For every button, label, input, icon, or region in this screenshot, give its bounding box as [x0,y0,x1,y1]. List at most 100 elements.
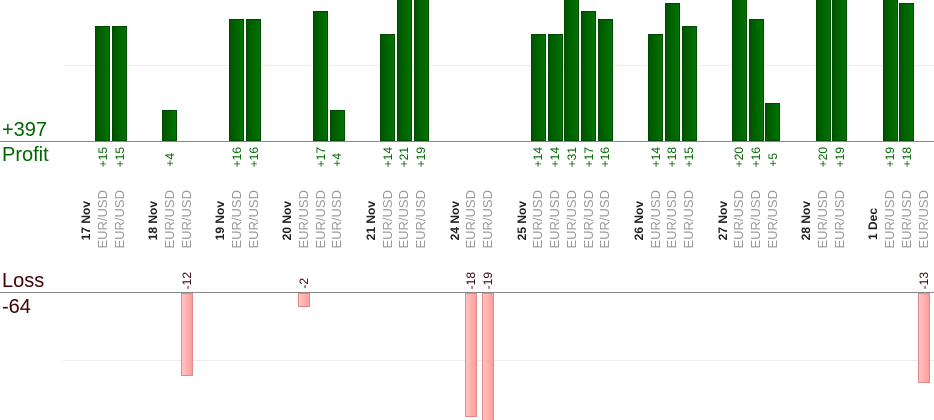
pair-tick-label: EUR/USD [178,190,194,249]
profit-bar [413,0,429,141]
loss-bar [180,293,193,376]
profit-bar [664,3,680,141]
loss-value-label: -18 [464,271,479,289]
pair-tick-label: EUR/USD [94,190,110,249]
date-tick-label: 25 Nov [514,200,529,240]
loss-baseline [0,292,934,293]
profit-value-label: +16 [229,146,244,167]
date-tick-label: 18 Nov [146,200,160,240]
pair-tick-label: EUR/USD [228,190,244,249]
profit-bar [380,33,395,141]
profit-value-label: +20 [732,146,747,167]
profit-value-label: +16 [598,146,613,167]
pair-tick-label: EUR/USD [580,190,596,249]
profit-bar [162,110,178,141]
pair-tick-label: EUR/USD [480,190,495,249]
profit-total: +397 [2,119,48,141]
pair-tick-label: EUR/USD [379,190,395,249]
profit-value-label: +5 [765,153,780,167]
profit-value-label: +20 [816,146,830,167]
profit-value-label: +16 [749,146,763,167]
loss-bar [297,293,310,307]
loss-value-label: -19 [481,271,495,289]
loss-value-label: -12 [179,271,194,289]
profit-gridline [63,65,934,66]
pair-tick-label: EUR/USD [111,190,127,249]
pair-tick-label: EUR/USD [882,190,897,249]
date-tick-label: 21 Nov [363,200,378,240]
loss-bar [465,293,478,418]
profit-value-label: +18 [899,146,914,167]
profit-bar [832,0,848,141]
pair-tick-label: EUR/USD [915,190,931,249]
pair-tick-label: EUR/USD [597,190,613,249]
loss-bar [482,293,494,420]
pair-tick-label: EUR/USD [664,190,680,249]
profit-bar [681,26,697,141]
profit-bar [597,18,613,141]
profit-value-label: +16 [246,146,261,167]
profit-bar [648,33,663,141]
profit-value-label: +14 [548,146,562,167]
profit-label: Profit [2,144,49,166]
loss-label: Loss [2,270,45,292]
loss-value-label: -2 [296,278,311,289]
profit-value-label: +19 [414,146,428,167]
pair-tick-label: EUR/USD [396,190,412,249]
pair-tick-label: EUR/USD [161,190,177,249]
profit-bar [313,10,328,141]
pair-tick-label: EUR/USD [681,190,696,249]
date-tick-label: 19 Nov [213,200,227,240]
pair-tick-label: EUR/USD [530,190,546,249]
profit-bar [899,3,915,141]
pair-tick-label: EUR/USD [563,190,579,249]
profit-bar [731,0,747,141]
loss-bar [917,293,930,383]
pair-tick-label: EUR/USD [312,190,328,249]
profit-bar [329,110,345,141]
pair-tick-label: EUR/USD [815,190,830,249]
pair-tick-label: EUR/USD [245,190,261,249]
pair-tick-label: EUR/USD [295,190,311,249]
date-tick-label: 20 Nov [280,200,294,240]
date-tick-label: 17 Nov [79,200,93,240]
pair-tick-label: EUR/USD [463,190,479,249]
pair-tick-label: EUR/USD [831,190,847,249]
profit-bar [748,18,764,141]
date-tick-label: 27 Nov [715,200,730,240]
profit-value-label: +4 [162,153,177,167]
profit-value-label: +4 [330,153,345,167]
profit-value-label: +17 [313,146,328,167]
profit-value-label: +15 [112,146,127,167]
profit-bar [815,0,831,141]
pair-tick-label: EUR/USD [731,190,747,249]
profit-value-label: +18 [665,146,680,167]
profit-bar [530,33,546,141]
profit-bar [95,26,111,141]
pair-tick-label: EUR/USD [413,190,428,249]
pair-tick-label: EUR/USD [898,190,914,249]
profit-bar [547,33,563,141]
pair-tick-label: EUR/USD [647,190,663,249]
profit-bar [581,10,596,141]
date-tick-label: 24 Nov [447,200,462,240]
pair-tick-label: EUR/USD [748,190,763,249]
pair-tick-label: EUR/USD [764,190,780,249]
profit-bar [765,102,781,141]
profit-value-label: +15 [682,146,696,167]
profit-value-label: +14 [531,146,546,167]
profit-bar [564,0,580,141]
profit-value-label: +31 [564,146,579,167]
loss-gridline [63,360,934,361]
profit-bar [882,0,898,141]
profit-value-label: +14 [380,146,395,167]
pair-tick-label: EUR/USD [547,190,562,249]
profit-bar [112,26,127,141]
date-tick-label: 28 Nov [799,200,814,240]
profit-value-label: +19 [883,146,897,167]
profit-value-label: +19 [832,146,847,167]
profit-value-label: +15 [95,146,110,167]
profit-value-label: +17 [581,146,596,167]
date-tick-label: 26 Nov [631,200,646,240]
